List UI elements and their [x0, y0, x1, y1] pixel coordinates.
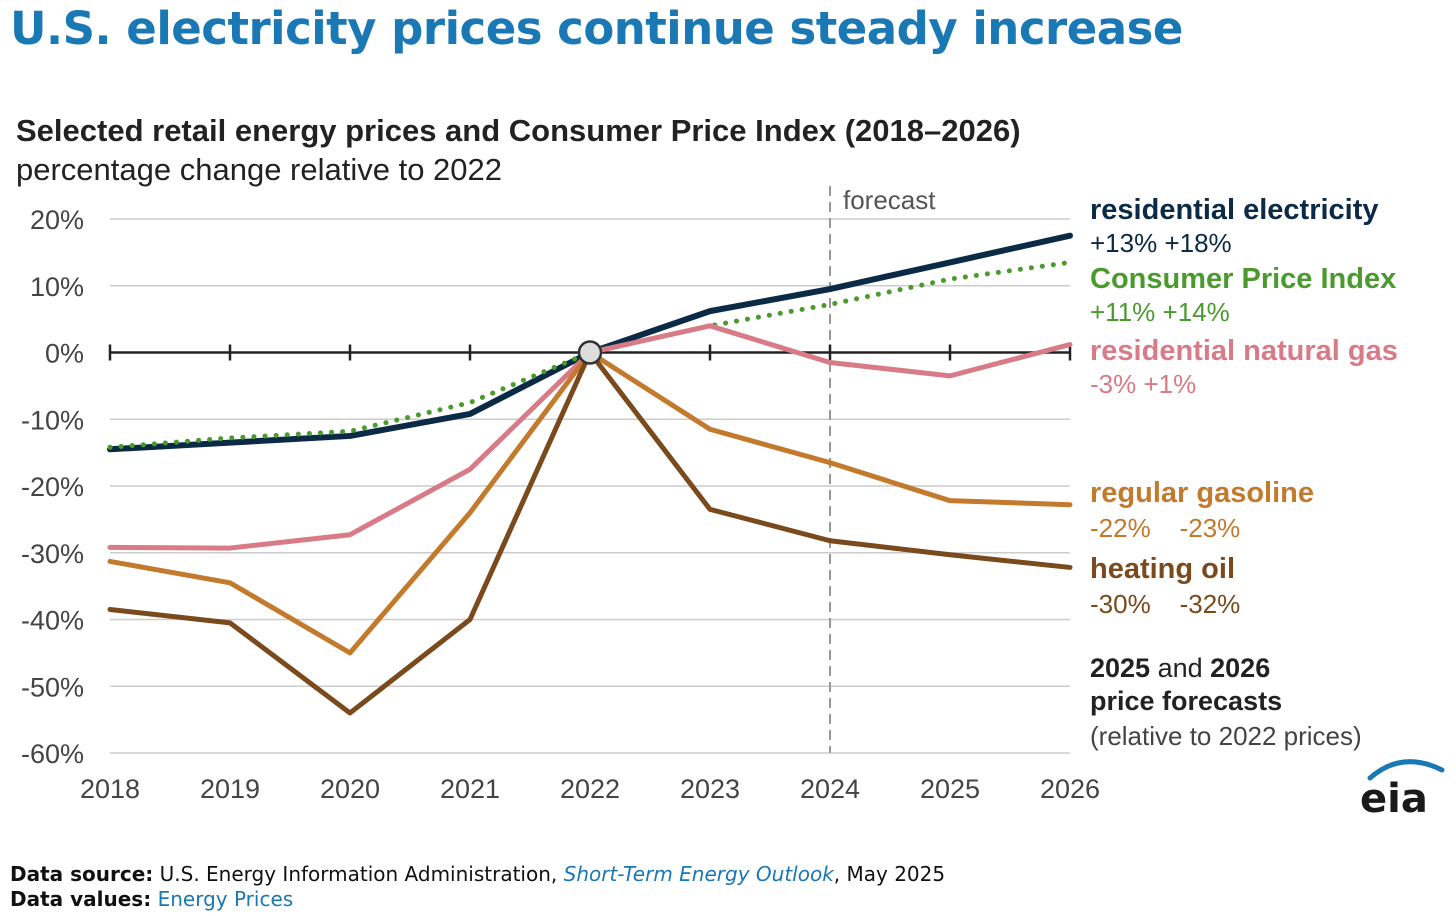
- note-year-2026: 2026: [1210, 653, 1270, 683]
- series-value-natural_gas: -3% +1%: [1090, 369, 1196, 399]
- forecast-note-line3: (relative to 2022 prices): [1090, 721, 1362, 751]
- x-tick-label: 2024: [800, 774, 860, 804]
- series-value-electricity: +13% +18%: [1090, 228, 1232, 258]
- x-tick-label: 2020: [320, 774, 380, 804]
- series-label-natural_gas: residential natural gas: [1090, 335, 1398, 367]
- energy-prices-link[interactable]: Energy Prices: [157, 887, 294, 911]
- series-label-cpi: Consumer Price Index: [1090, 263, 1396, 295]
- forecast-note-line1: 2025 and 2026: [1090, 653, 1270, 683]
- forecast-label: forecast: [843, 185, 936, 215]
- data-source-text: U.S. Energy Information Administration,: [159, 862, 558, 886]
- x-tick-label: 2019: [200, 774, 260, 804]
- x-tick-label: 2023: [680, 774, 740, 804]
- series-lines: [107, 232, 1073, 716]
- forecast-note-line2: price forecasts: [1090, 686, 1282, 716]
- data-source-label: Data source:: [10, 862, 154, 886]
- series-label-heating_oil: heating oil: [1090, 553, 1235, 585]
- y-tick-label: -40%: [21, 606, 84, 636]
- series-value-cpi: +11% +14%: [1090, 297, 1230, 327]
- grid-lines: [110, 186, 1070, 754]
- axes: 20% 10% 0% -10% -20% -30% -40% -50% -60% forecast…: [21, 185, 1100, 804]
- series-line-heating_oil: [107, 350, 1073, 716]
- series-value-heating_oil: -30% -32%: [1090, 589, 1240, 619]
- y-tick-label: 0%: [45, 339, 84, 369]
- y-tick-label: 20%: [30, 205, 84, 235]
- series-value-gasoline: -22% -23%: [1090, 513, 1240, 543]
- data-values-label: Data values:: [10, 887, 152, 911]
- reference-point-2022: [577, 340, 603, 365]
- data-values-line: Data values: Energy Prices: [10, 887, 293, 911]
- headline: U.S. electricity prices continue steady …: [10, 2, 1183, 55]
- x-tick-label: 2021: [440, 774, 500, 804]
- data-source-line: Data source: U.S. Energy Information Adm…: [10, 862, 945, 886]
- eia-logo-icon: eia: [1360, 759, 1445, 820]
- series-label-gasoline: regular gasoline: [1090, 477, 1314, 509]
- series-label-electricity: residential electricity: [1090, 194, 1379, 226]
- x-tick-label: 2022: [560, 774, 620, 804]
- eia-logo-text: eia: [1360, 776, 1428, 820]
- steo-link[interactable]: Short-Term Energy Outlook: [563, 862, 834, 886]
- chart-subtitle: percentage change relative to 2022: [16, 152, 503, 187]
- legend-labels: residential electricity+13% +18% Consumer…: [1090, 194, 1398, 751]
- y-tick-label: 10%: [30, 272, 84, 302]
- data-source-date: , May 2025: [833, 862, 946, 886]
- x-tick-label: 2026: [1040, 774, 1100, 804]
- note-and: and: [1150, 653, 1210, 683]
- y-tick-label: -10%: [21, 405, 84, 435]
- x-tick-label: 2025: [920, 774, 980, 804]
- series-line-gasoline: [107, 350, 1073, 656]
- x-tick-label: 2018: [80, 774, 140, 804]
- y-tick-label: -30%: [21, 539, 84, 569]
- note-year-2025: 2025: [1090, 653, 1150, 683]
- series-line-cpi: [107, 259, 1073, 450]
- chart-title: Selected retail energy prices and Consum…: [16, 113, 1021, 148]
- y-tick-label: -20%: [21, 472, 84, 502]
- y-tick-label: -50%: [21, 672, 84, 702]
- y-tick-label: -60%: [21, 739, 84, 769]
